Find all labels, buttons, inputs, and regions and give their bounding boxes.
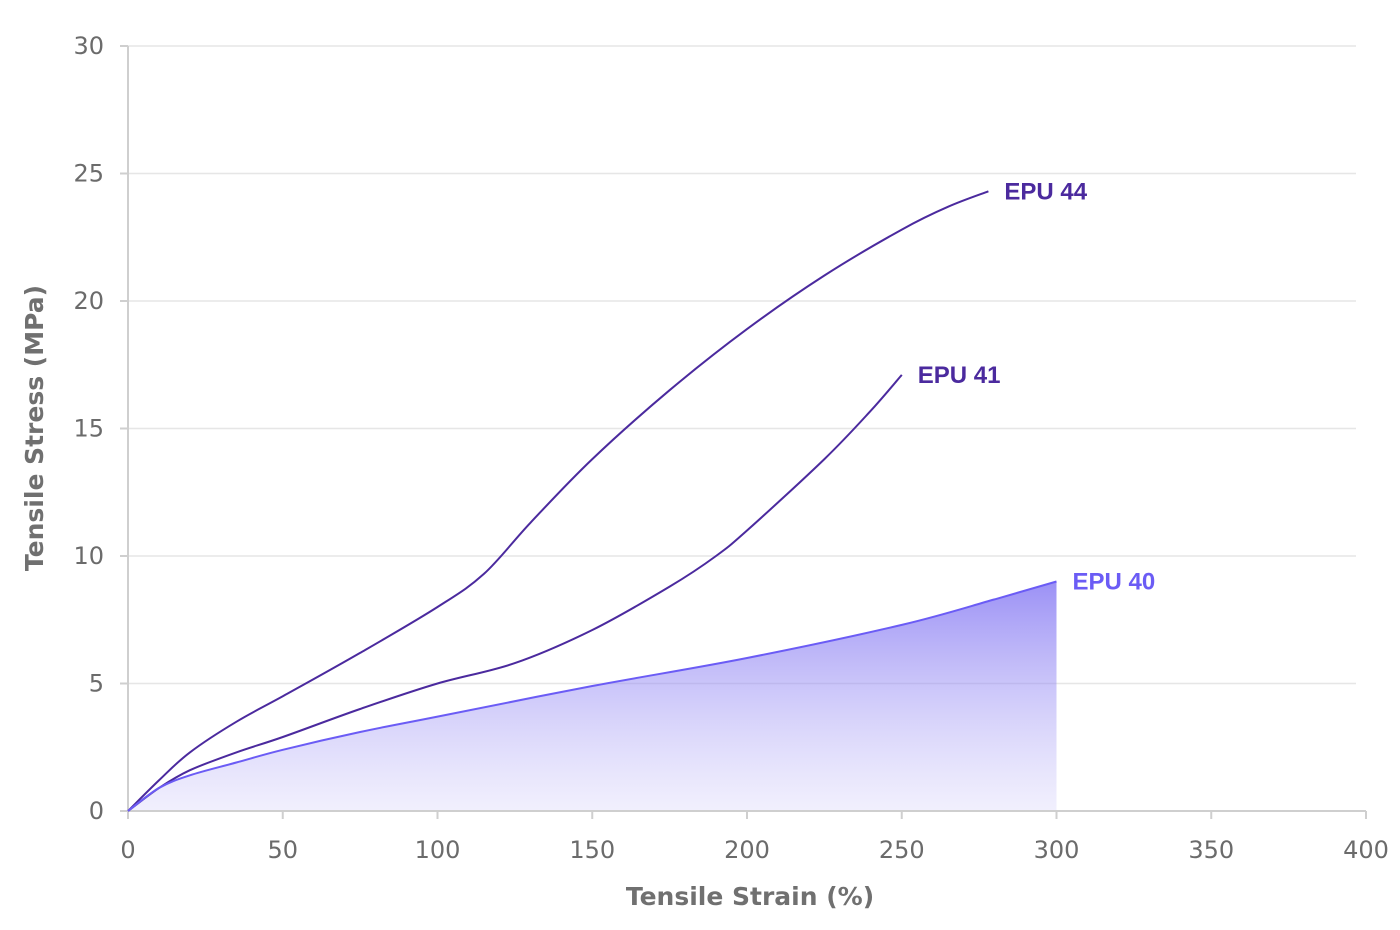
y-tick-label: 25 (73, 160, 104, 188)
x-tick-label: 50 (267, 836, 298, 864)
y-axis-title: Tensile Stress (MPa) (20, 285, 49, 571)
x-tick-label: 350 (1188, 836, 1234, 864)
x-tick-label: 250 (879, 836, 925, 864)
series-labels: EPU 44 EPU 41 EPU 40 (918, 178, 1155, 595)
x-tick-label: 400 (1343, 836, 1389, 864)
y-tick-label: 30 (73, 32, 104, 60)
axes (127, 46, 1366, 812)
series-line-epu-44 (127, 190, 989, 812)
series-lines (127, 190, 1057, 812)
series-label-epu-44: EPU 44 (1004, 178, 1087, 205)
series-area-epu-40 (128, 581, 1057, 811)
y-tick-label: 20 (73, 287, 104, 315)
grid (120, 45, 1367, 819)
y-tick-label: 0 (89, 797, 104, 825)
y-tick-label: 10 (73, 542, 104, 570)
x-tick-label: 300 (1034, 836, 1080, 864)
y-tick-label: 15 (73, 415, 104, 443)
x-tick-label: 200 (724, 836, 770, 864)
area-fill (128, 581, 1057, 811)
series-label-epu-41: EPU 41 (918, 362, 1001, 389)
x-axis-title: Tensile Strain (%) (626, 882, 874, 911)
series-label-epu-40: EPU 40 (1073, 569, 1156, 596)
x-tick-label: 100 (415, 836, 461, 864)
x-tick-label: 150 (569, 836, 615, 864)
series-line-epu-41 (127, 374, 903, 812)
y-tick-label: 5 (89, 670, 104, 698)
x-tick-label: 0 (120, 836, 135, 864)
series-line-epu-40 (127, 580, 1057, 812)
